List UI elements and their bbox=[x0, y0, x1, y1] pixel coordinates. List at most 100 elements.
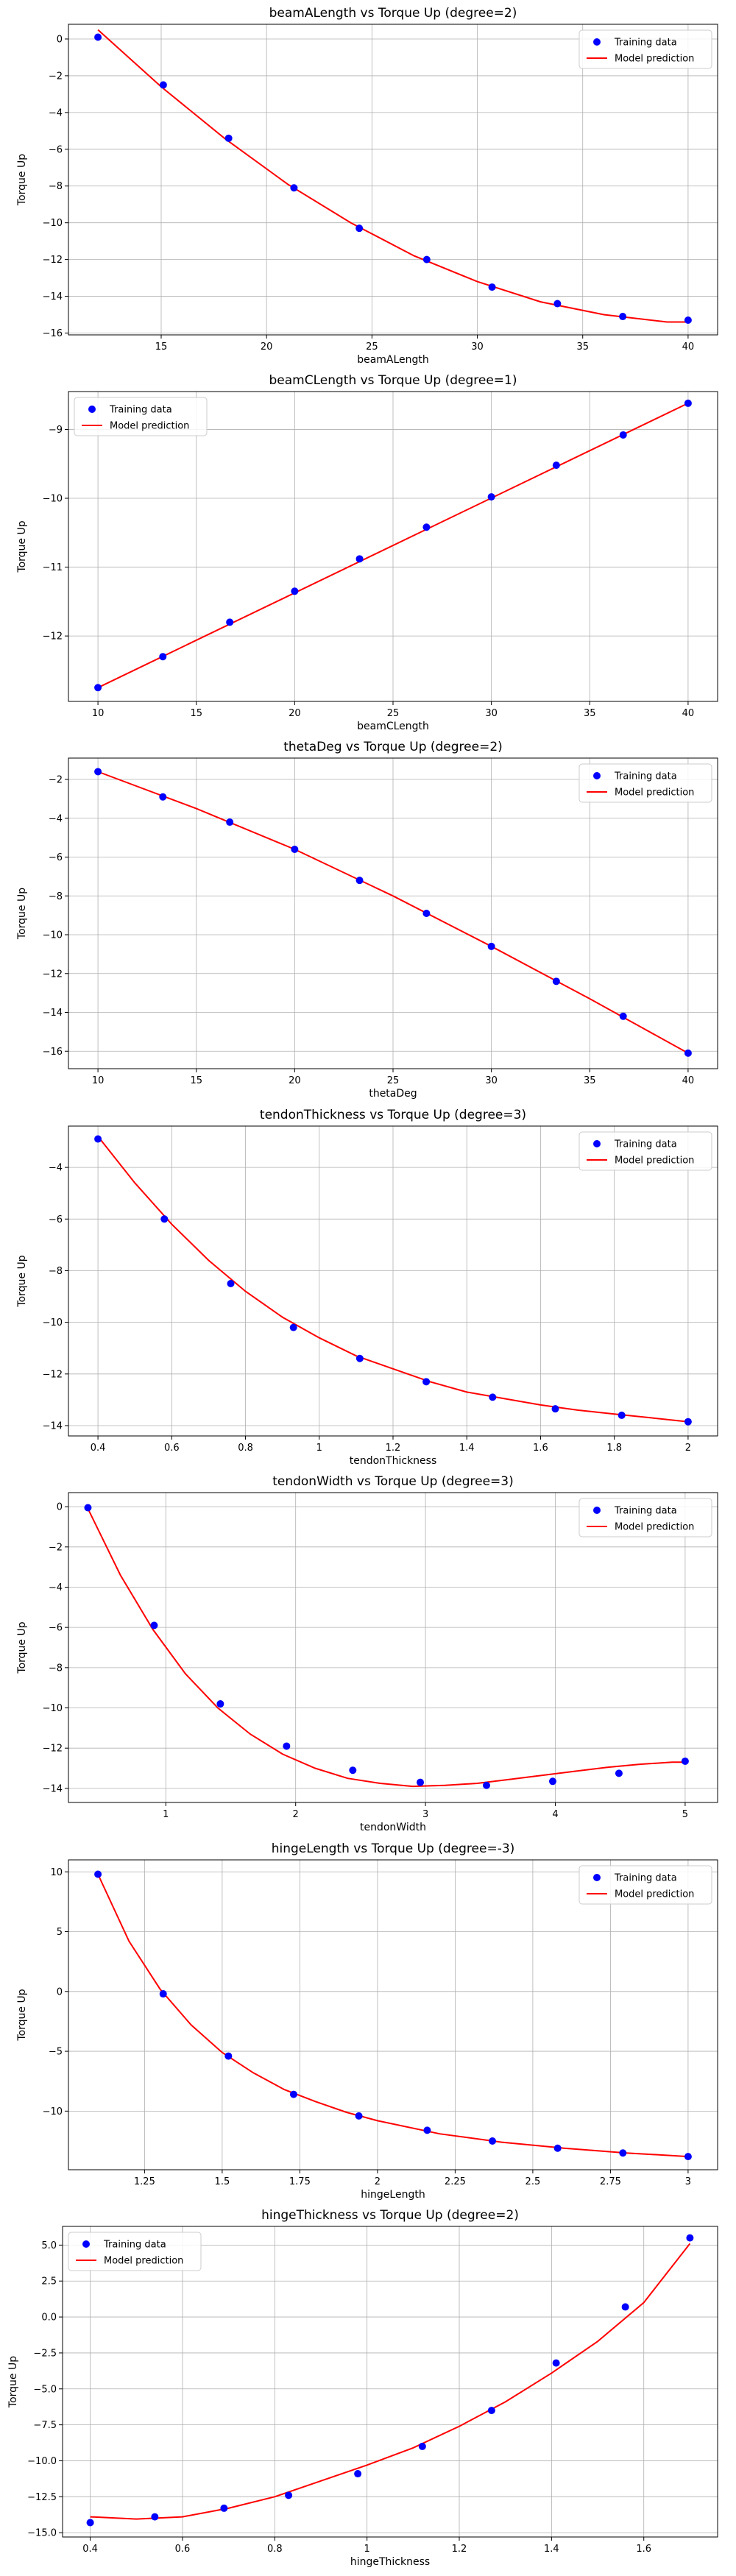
chart-6-legend-label-1: Model prediction bbox=[615, 1889, 694, 1900]
chart-5-legend-box bbox=[578, 1498, 712, 1538]
chart-5-data-point-6 bbox=[483, 1781, 491, 1789]
chart-1-xtick-label-1: 20 bbox=[261, 342, 273, 353]
chart-7-ytick-label-8: −15.0 bbox=[27, 2528, 57, 2539]
chart-2-data-point-3 bbox=[291, 587, 299, 595]
chart-1-ytick-label-1: −2 bbox=[49, 71, 63, 82]
chart-3-ytick-label-0: −2 bbox=[49, 775, 63, 786]
chart-1-data-point-6 bbox=[488, 283, 496, 291]
chart-7-data-point-7 bbox=[552, 2359, 560, 2367]
chart-3-xtick-label-4: 30 bbox=[485, 1075, 498, 1086]
chart-3-data-point-4 bbox=[355, 877, 364, 885]
chart-2-axes-frame bbox=[68, 391, 718, 702]
chart-7-ytick-label-1: 2.5 bbox=[41, 2276, 57, 2287]
chart-2-data-point-2 bbox=[226, 618, 234, 626]
chart-7-legend: Training data Model prediction bbox=[68, 2232, 202, 2271]
chart-5-xtick-label-0: 1 bbox=[163, 1809, 169, 1820]
chart-3-xtick-label-3: 25 bbox=[387, 1075, 400, 1086]
chart-6-xtick-label-0: 1.25 bbox=[134, 2176, 155, 2187]
chart-5-data-point-4 bbox=[349, 1766, 357, 1774]
chart-5-data-point-0 bbox=[84, 1504, 92, 1512]
chart-2-data-point-4 bbox=[355, 555, 364, 563]
chart-6-xtick-label-4: 2.25 bbox=[445, 2176, 466, 2187]
chart-4-ytick-label-0: −4 bbox=[49, 1163, 63, 1174]
chart-3-axes-frame bbox=[68, 757, 718, 1069]
chart-4-data-point-1 bbox=[160, 1215, 169, 1223]
chart-4-legend-marker-points bbox=[593, 1140, 601, 1147]
chart-7-ytick-label-0: 5.0 bbox=[41, 2240, 57, 2251]
chart-2-prediction-line bbox=[97, 402, 689, 689]
chart-3-ytick-label-7: −16 bbox=[43, 1047, 63, 1058]
chart-1-xlabel: beamALength bbox=[357, 354, 429, 366]
chart-1-data-point-7 bbox=[553, 300, 562, 308]
chart-3-data-point-7 bbox=[552, 977, 560, 986]
chart-3: thetaDeg vs Torque Up (degree=2) 10 15 20 25… bbox=[16, 740, 718, 1100]
chart-5-ytick-label-2: −4 bbox=[49, 1582, 63, 1593]
chart-4-ytick-label-3: −10 bbox=[43, 1317, 63, 1328]
chart-4-axes-frame bbox=[68, 1125, 718, 1437]
chart-1-xtick-label-2: 25 bbox=[366, 342, 378, 353]
chart-3-data-point-3 bbox=[291, 845, 299, 853]
chart-4-legend-box bbox=[578, 1131, 712, 1171]
chart-7-ytick-label-5: −7.5 bbox=[33, 2420, 57, 2431]
chart-3-ytick-label-6: −14 bbox=[43, 1008, 63, 1019]
chart-3-data-point-0 bbox=[94, 768, 102, 776]
chart-4-ytick-label-4: −12 bbox=[43, 1369, 63, 1380]
chart-3-xtick-label-6: 40 bbox=[682, 1075, 695, 1086]
chart-7-data-point-6 bbox=[487, 2407, 495, 2415]
chart-4-xtick-label-4: 1.2 bbox=[386, 1443, 401, 1454]
chart-5-ytick-label-0: 0 bbox=[57, 1502, 63, 1513]
chart-7-legend-box bbox=[68, 2232, 202, 2271]
chart-4-data-point-9 bbox=[684, 1418, 692, 1426]
chart-3-legend-marker-points bbox=[593, 772, 601, 779]
chart-7-legend-label-1: Model prediction bbox=[104, 2256, 183, 2267]
chart-6-legend-label-0: Training data bbox=[614, 1873, 677, 1884]
chart-3-ytick-label-1: −4 bbox=[49, 813, 63, 824]
chart-7-data-point-2 bbox=[220, 2504, 228, 2512]
chart-4-xtick-label-0: 0.4 bbox=[91, 1443, 106, 1454]
chart-2-ytick-label-0: −9 bbox=[49, 425, 63, 436]
chart-1-xtick-label-0: 15 bbox=[155, 342, 168, 353]
chart-4-ytick-label-5: −14 bbox=[43, 1420, 63, 1432]
chart-6-data-point-7 bbox=[553, 2144, 562, 2152]
chart-7-xtick-label-1: 0.6 bbox=[175, 2544, 191, 2555]
chart-6-xtick-label-3: 2 bbox=[375, 2176, 381, 2187]
chart-2-data-point-0 bbox=[94, 684, 102, 692]
chart-7-data-point-1 bbox=[151, 2513, 159, 2521]
chart-1-data-point-8 bbox=[619, 313, 627, 321]
chart-2-xtick-label-2: 20 bbox=[289, 708, 301, 719]
chart-3-legend-label-0: Training data bbox=[614, 771, 677, 782]
chart-5: tendonWidth vs Torque Up (degree=3) 1 2 3 4 5… bbox=[16, 1474, 718, 1833]
chart-1-legend-marker-points bbox=[593, 38, 601, 46]
chart-1-ytick-label-2: −4 bbox=[49, 107, 63, 118]
chart-7-data-point-8 bbox=[621, 2303, 629, 2311]
chart-5-xtick-label-3: 4 bbox=[552, 1809, 558, 1820]
chart-4-data-point-0 bbox=[94, 1135, 102, 1143]
chart-5-legend-label-1: Model prediction bbox=[615, 1522, 694, 1533]
chart-7-prediction-line bbox=[90, 2243, 691, 2520]
chart-5-ytick-label-4: −8 bbox=[49, 1663, 63, 1674]
chart-7-axes-frame bbox=[62, 2226, 718, 2538]
chart-1-ytick-label-6: −12 bbox=[43, 255, 63, 266]
chart-6-xtick-label-7: 3 bbox=[685, 2176, 691, 2187]
chart-3-data-point-9 bbox=[684, 1049, 692, 1057]
chart-1-data-point-4 bbox=[355, 224, 364, 233]
chart-7-ylabel: Torque Up bbox=[7, 2356, 19, 2408]
chart-4-data-point-8 bbox=[618, 1411, 626, 1419]
chart-1-ytick-label-8: −16 bbox=[43, 328, 63, 339]
chart-5-legend-marker-points bbox=[593, 1507, 601, 1514]
chart-5-ytick-label-7: −14 bbox=[43, 1783, 63, 1794]
chart-5-xtick-label-1: 2 bbox=[293, 1809, 299, 1820]
chart-6-legend-marker-points bbox=[593, 1874, 601, 1881]
chart-6-legend: Training data Model prediction bbox=[578, 1865, 712, 1905]
chart-6-data-point-2 bbox=[224, 2052, 233, 2060]
chart-1-prediction-line bbox=[97, 29, 688, 323]
chart-1-ytick-label-7: −14 bbox=[43, 291, 63, 302]
chart-3-data-point-8 bbox=[619, 1012, 627, 1020]
chart-2-ylabel: Torque Up bbox=[16, 520, 28, 573]
chart-4-data-point-2 bbox=[227, 1280, 235, 1288]
chart-6-data-point-1 bbox=[159, 1990, 167, 1998]
chart-3-ytick-label-2: −6 bbox=[49, 852, 63, 863]
chart-7-xtick-label-2: 0.8 bbox=[267, 2544, 283, 2555]
chart-5-data-point-8 bbox=[615, 1769, 623, 1777]
